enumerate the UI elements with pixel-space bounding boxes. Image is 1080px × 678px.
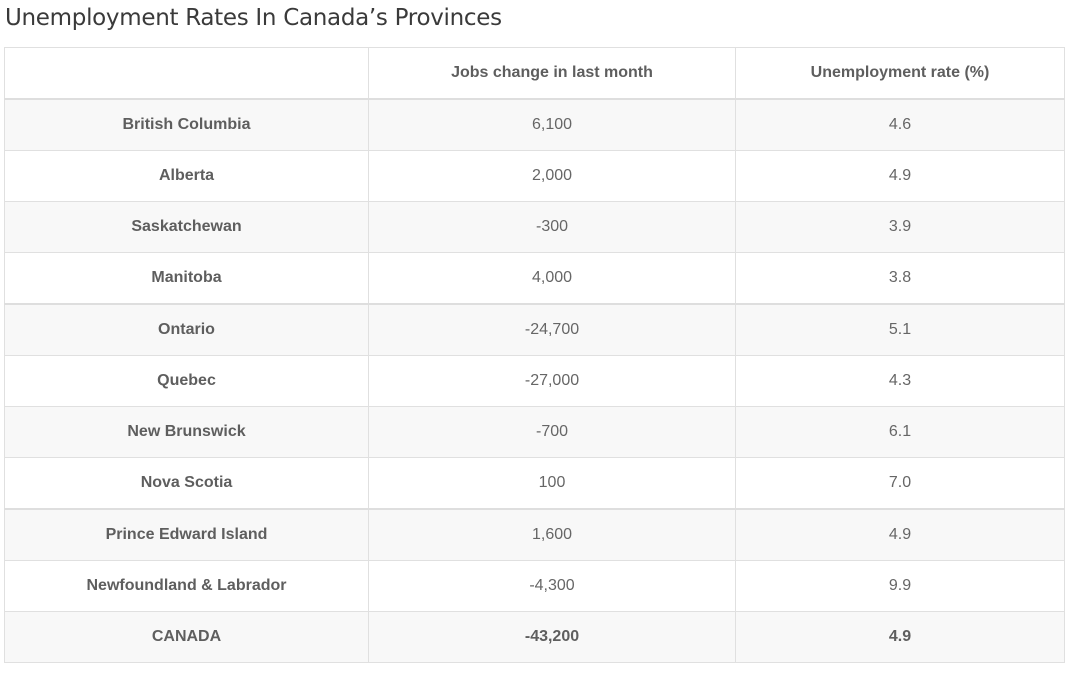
- column-header-jobs-change: Jobs change in last month: [368, 47, 736, 100]
- province-cell: British Columbia: [4, 98, 369, 151]
- province-cell: Alberta: [4, 150, 369, 202]
- jobs-change-cell: 6,100: [368, 98, 736, 151]
- unemployment-rate-cell: 4.9: [735, 611, 1065, 663]
- province-cell: Nova Scotia: [4, 457, 369, 510]
- table-row: Prince Edward Island 1,600 4.9: [4, 508, 1065, 561]
- table-row: Manitoba 4,000 3.8: [4, 252, 1065, 305]
- unemployment-rate-cell: 5.1: [735, 303, 1065, 356]
- province-cell: Newfoundland & Labrador: [4, 560, 369, 612]
- province-cell: Prince Edward Island: [4, 508, 369, 561]
- unemployment-rate-cell: 4.9: [735, 508, 1065, 561]
- province-cell: CANADA: [4, 611, 369, 663]
- unemployment-rate-cell: 3.8: [735, 252, 1065, 305]
- jobs-change-cell: 100: [368, 457, 736, 510]
- province-cell: Manitoba: [4, 252, 369, 305]
- table-header: Jobs change in last month Unemployment r…: [4, 47, 1065, 100]
- province-cell: Ontario: [4, 303, 369, 356]
- unemployment-rate-cell: 6.1: [735, 406, 1065, 458]
- unemployment-rate-cell: 4.9: [735, 150, 1065, 202]
- unemployment-rate-cell: 4.6: [735, 98, 1065, 151]
- jobs-change-cell: 4,000: [368, 252, 736, 305]
- header-row: Jobs change in last month Unemployment r…: [4, 47, 1065, 100]
- total-row: CANADA -43,200 4.9: [4, 611, 1065, 663]
- jobs-change-cell: 2,000: [368, 150, 736, 202]
- table-row: Newfoundland & Labrador -4,300 9.9: [4, 560, 1065, 612]
- province-cell: Saskatchewan: [4, 201, 369, 253]
- jobs-change-cell: -300: [368, 201, 736, 253]
- jobs-change-cell: -43,200: [368, 611, 736, 663]
- table-row: Ontario -24,700 5.1: [4, 303, 1065, 356]
- table-row: New Brunswick -700 6.1: [4, 406, 1065, 458]
- province-cell: Quebec: [4, 355, 369, 407]
- unemployment-rate-cell: 9.9: [735, 560, 1065, 612]
- jobs-change-cell: -4,300: [368, 560, 736, 612]
- unemployment-rate-cell: 7.0: [735, 457, 1065, 510]
- jobs-change-cell: -24,700: [368, 303, 736, 356]
- table-row: Quebec -27,000 4.3: [4, 355, 1065, 407]
- column-header-unemployment-rate: Unemployment rate (%): [735, 47, 1065, 100]
- table-row: Alberta 2,000 4.9: [4, 150, 1065, 202]
- table-row: British Columbia 6,100 4.6: [4, 98, 1065, 151]
- table-body: British Columbia 6,100 4.6 Alberta 2,000…: [4, 98, 1065, 663]
- unemployment-rate-cell: 3.9: [735, 201, 1065, 253]
- province-cell: New Brunswick: [4, 406, 369, 458]
- page-title: Unemployment Rates In Canada’s Provinces: [5, 5, 502, 31]
- column-header-province: [4, 47, 369, 100]
- jobs-change-cell: -27,000: [368, 355, 736, 407]
- unemployment-table: Jobs change in last month Unemployment r…: [4, 47, 1065, 663]
- table-row: Nova Scotia 100 7.0: [4, 457, 1065, 510]
- unemployment-rate-cell: 4.3: [735, 355, 1065, 407]
- table-row: Saskatchewan -300 3.9: [4, 201, 1065, 253]
- jobs-change-cell: -700: [368, 406, 736, 458]
- jobs-change-cell: 1,600: [368, 508, 736, 561]
